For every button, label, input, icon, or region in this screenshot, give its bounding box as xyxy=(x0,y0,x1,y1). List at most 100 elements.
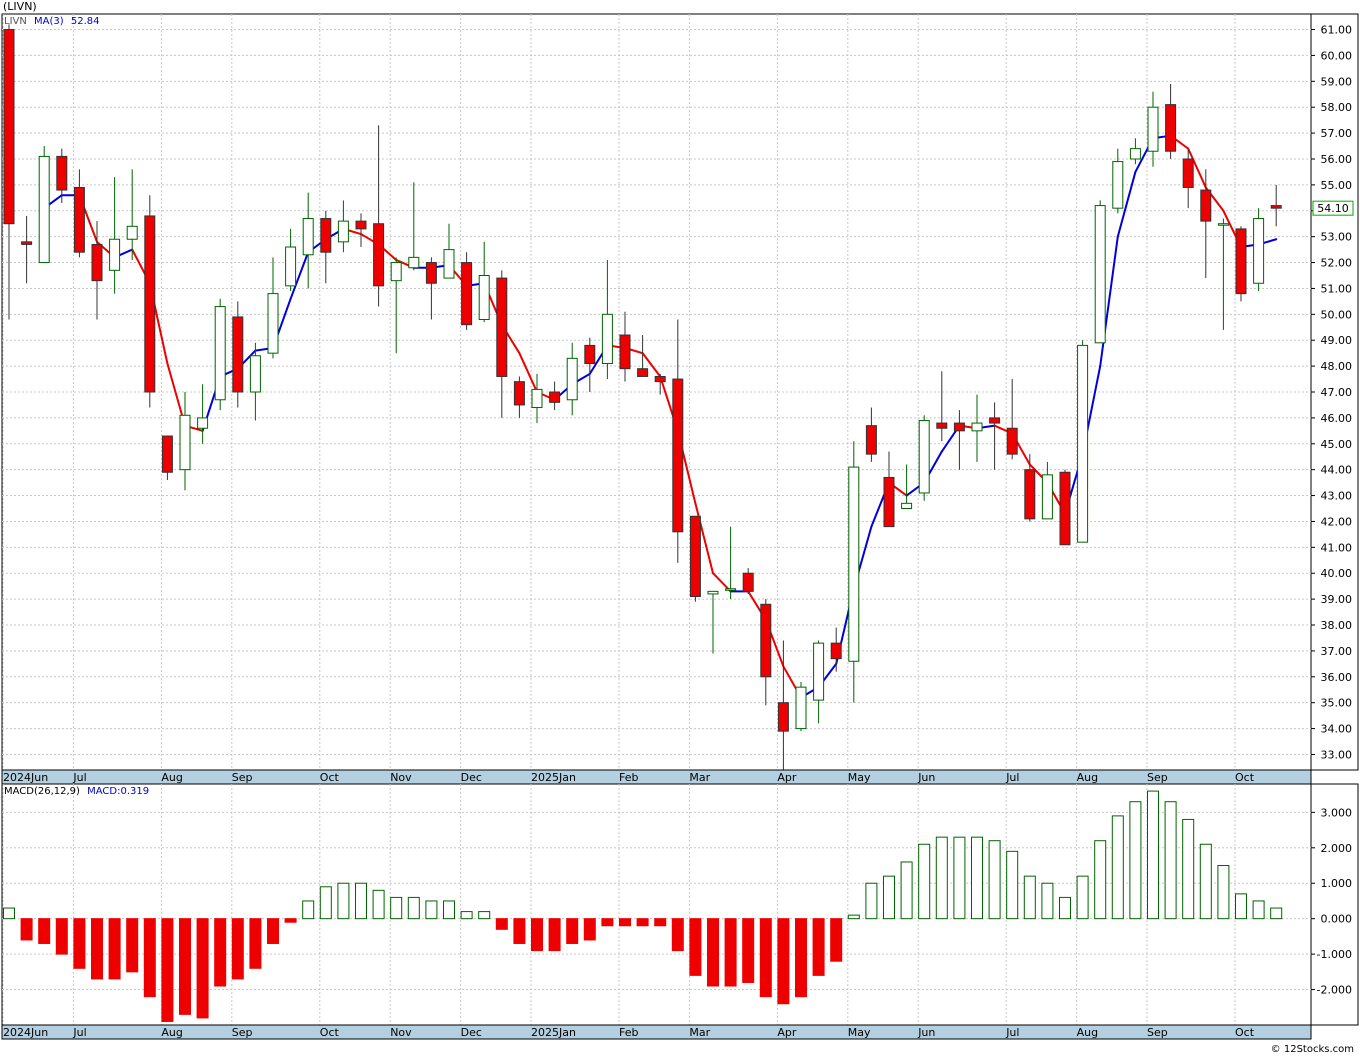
month-label: May xyxy=(848,771,871,784)
candle-body-up xyxy=(813,642,825,701)
price-tick-label: 50.00 xyxy=(1321,308,1353,321)
candlestick xyxy=(566,342,578,416)
candle-body-up xyxy=(531,388,543,409)
macd-bar-positive xyxy=(988,840,1001,920)
month-label: 2024Jun xyxy=(3,771,48,784)
candle-body-down xyxy=(1059,471,1071,546)
candle-body-up xyxy=(443,249,455,279)
candle-body-down xyxy=(830,642,842,660)
macd-tick-label: 2.000 xyxy=(1321,842,1353,855)
macd-month-label: May xyxy=(848,1026,871,1039)
macd-bar-negative xyxy=(636,918,649,927)
candle-body-up xyxy=(38,155,50,264)
candle-body-up xyxy=(971,422,983,432)
price-tick-label: 59.00 xyxy=(1321,75,1353,88)
macd-bar-positive xyxy=(1147,790,1159,920)
candle-body-up xyxy=(1112,161,1124,209)
macd-bar-negative xyxy=(812,918,825,976)
macd-bar-negative xyxy=(214,918,227,987)
macd-bar-positive xyxy=(900,861,913,920)
macd-bar-negative xyxy=(619,918,631,927)
macd-bar-negative xyxy=(583,918,596,941)
candle-body-down xyxy=(3,29,15,225)
macd-bar-positive xyxy=(407,896,420,920)
macd-bar-positive xyxy=(1059,896,1071,920)
candlestick xyxy=(953,410,965,470)
macd-bar-negative xyxy=(108,918,121,980)
candlestick xyxy=(109,177,121,294)
candle-body-down xyxy=(1165,104,1177,152)
macd-month-label: Jun xyxy=(917,1026,935,1039)
macd-bar-negative xyxy=(548,918,561,952)
candlestick xyxy=(425,257,437,320)
candlestick xyxy=(144,195,156,408)
macd-tick-label: 0.000 xyxy=(1321,913,1353,926)
candlestick xyxy=(126,169,138,260)
candlestick xyxy=(38,146,50,264)
ma-line-segment xyxy=(518,352,538,393)
macd-bar-negative xyxy=(179,918,191,1015)
candlestick xyxy=(21,215,33,284)
macd-bar-positive xyxy=(1111,815,1124,920)
candlestick xyxy=(531,373,543,424)
price-tick-label: 51.00 xyxy=(1321,282,1353,295)
candle-body-down xyxy=(1182,158,1194,188)
macd-month-label: Mar xyxy=(689,1026,710,1039)
price-tick-label: 34.00 xyxy=(1321,723,1353,736)
candlestick xyxy=(1200,169,1212,279)
chart-symbol-header: (LIVN) xyxy=(3,0,37,13)
candle-body-down xyxy=(637,368,649,377)
candle-body-down xyxy=(1200,189,1212,222)
macd-bar-positive xyxy=(847,914,860,920)
price-tick-label: 35.00 xyxy=(1321,697,1353,710)
price-tick-label: 46.00 xyxy=(1321,412,1353,425)
month-label: Dec xyxy=(461,771,482,784)
macd-bar-positive xyxy=(1006,850,1019,920)
macd-month-label: Oct xyxy=(320,1026,340,1039)
candlestick xyxy=(883,451,895,528)
price-tick-label: 52.00 xyxy=(1321,257,1353,270)
macd-month-label: Apr xyxy=(777,1026,797,1039)
ma-line-segment xyxy=(1099,235,1119,368)
candlestick xyxy=(725,526,737,600)
macd-bar-negative xyxy=(689,918,702,976)
candlestick xyxy=(989,402,1001,470)
candlestick xyxy=(1006,379,1018,460)
price-tick-label: 36.00 xyxy=(1321,671,1353,684)
candle-body-up xyxy=(179,414,191,471)
month-label: Aug xyxy=(161,771,182,784)
macd-bar-negative xyxy=(196,918,209,1019)
candle-body-up xyxy=(1147,106,1159,152)
candlestick xyxy=(549,381,561,411)
macd-panel: -2.000 -1.000 0.000 1.000 2.000 3.000 2024Jun J… xyxy=(1,783,1359,1040)
macd-bar-positive xyxy=(1270,907,1283,920)
candle-body-down xyxy=(56,155,68,191)
legend-ma-label: MA(3) xyxy=(34,16,64,27)
macd-bar-negative xyxy=(38,918,51,944)
candle-body-up xyxy=(408,256,420,269)
price-tick-label: 61.00 xyxy=(1321,24,1353,37)
price-tick-label: 44.00 xyxy=(1321,464,1353,477)
candlestick xyxy=(408,182,420,271)
macd-bar-negative xyxy=(601,918,614,927)
price-tick-label: 49.00 xyxy=(1321,334,1353,347)
candle-body-up xyxy=(267,293,279,354)
candle-body-up xyxy=(390,262,402,282)
macd-bar-positive xyxy=(443,900,455,920)
candle-body-up xyxy=(1253,218,1265,284)
month-label: Jul xyxy=(1005,771,1019,784)
candle-body-down xyxy=(513,381,525,406)
macd-bar-negative xyxy=(249,918,262,969)
last-price-tag xyxy=(1312,200,1354,216)
candlestick xyxy=(302,192,314,289)
macd-bar-negative xyxy=(830,918,843,962)
macd-bar-negative xyxy=(143,918,156,998)
macd-bar-negative xyxy=(795,918,807,998)
macd-bar-positive xyxy=(302,900,315,920)
candle-body-down xyxy=(91,243,103,282)
candlestick xyxy=(390,257,402,354)
candle-body-down xyxy=(232,316,244,393)
candle-body-down xyxy=(425,262,437,284)
macd-month-label: Jul xyxy=(1005,1026,1019,1039)
